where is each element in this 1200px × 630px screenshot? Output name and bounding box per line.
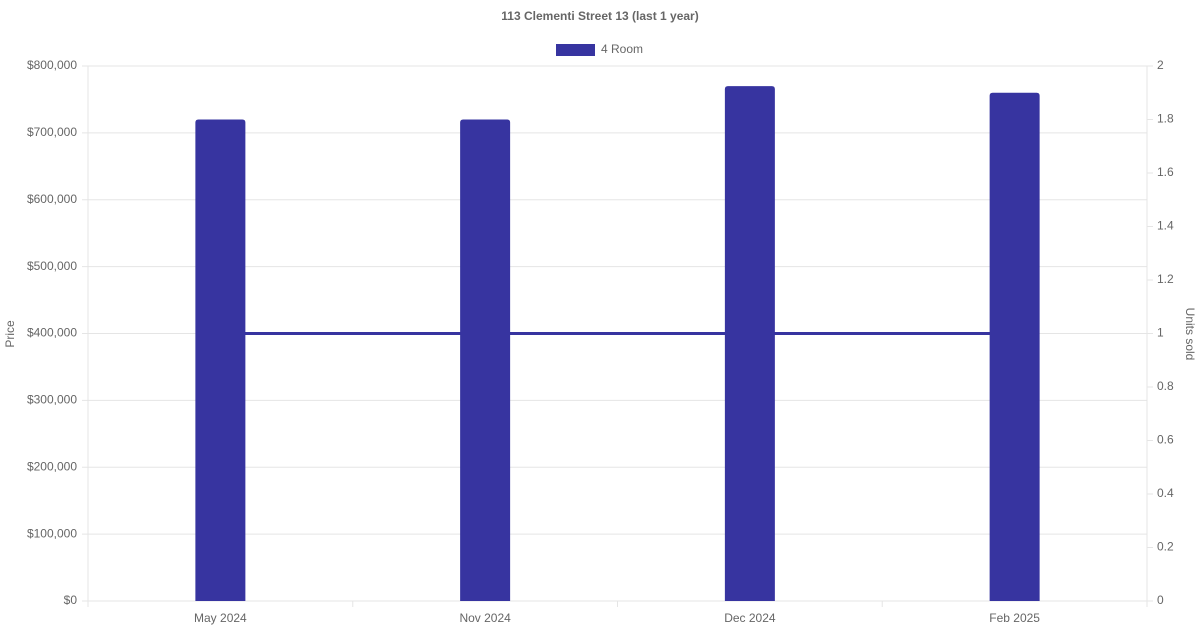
y2-tick-label: 0.6	[1157, 433, 1174, 447]
legend-swatch	[556, 44, 595, 56]
x-tick-label: Dec 2024	[724, 611, 776, 625]
y2-tick-label: 0	[1157, 593, 1164, 607]
y2-tick-label: 1	[1157, 326, 1164, 340]
x-tick-label: May 2024	[194, 611, 247, 625]
y-tick-label: $600,000	[27, 192, 77, 206]
x-tick-label: Feb 2025	[989, 611, 1040, 625]
y2-tick-label: 1.8	[1157, 112, 1174, 126]
x-tick-label: Nov 2024	[459, 611, 511, 625]
y2-tick-label: 1.4	[1157, 219, 1174, 233]
y-tick-label: $400,000	[27, 326, 77, 340]
y-tick-label: $0	[64, 593, 78, 607]
bar	[989, 92, 1040, 601]
y2-tick-label: 1.6	[1157, 165, 1174, 179]
y2-tick-label: 2	[1157, 58, 1164, 72]
y-tick-label: $700,000	[27, 125, 77, 139]
chart-title: 113 Clementi Street 13 (last 1 year)	[501, 9, 698, 23]
y2-tick-label: 1.2	[1157, 272, 1174, 286]
y-axis-title: Price	[3, 320, 17, 348]
y-tick-label: $800,000	[27, 58, 77, 72]
y2-tick-label: 0.4	[1157, 486, 1174, 500]
legend-label: 4 Room	[601, 42, 643, 56]
bar	[724, 86, 775, 601]
y-tick-label: $100,000	[27, 526, 77, 540]
bar	[460, 119, 511, 601]
bar	[195, 119, 246, 601]
y2-tick-label: 0.8	[1157, 379, 1174, 393]
y2-axis-title: Units sold	[1183, 308, 1197, 361]
y-tick-label: $300,000	[27, 393, 77, 407]
y-tick-label: $500,000	[27, 259, 77, 273]
y2-tick-label: 0.2	[1157, 540, 1174, 554]
y-tick-label: $200,000	[27, 459, 77, 473]
